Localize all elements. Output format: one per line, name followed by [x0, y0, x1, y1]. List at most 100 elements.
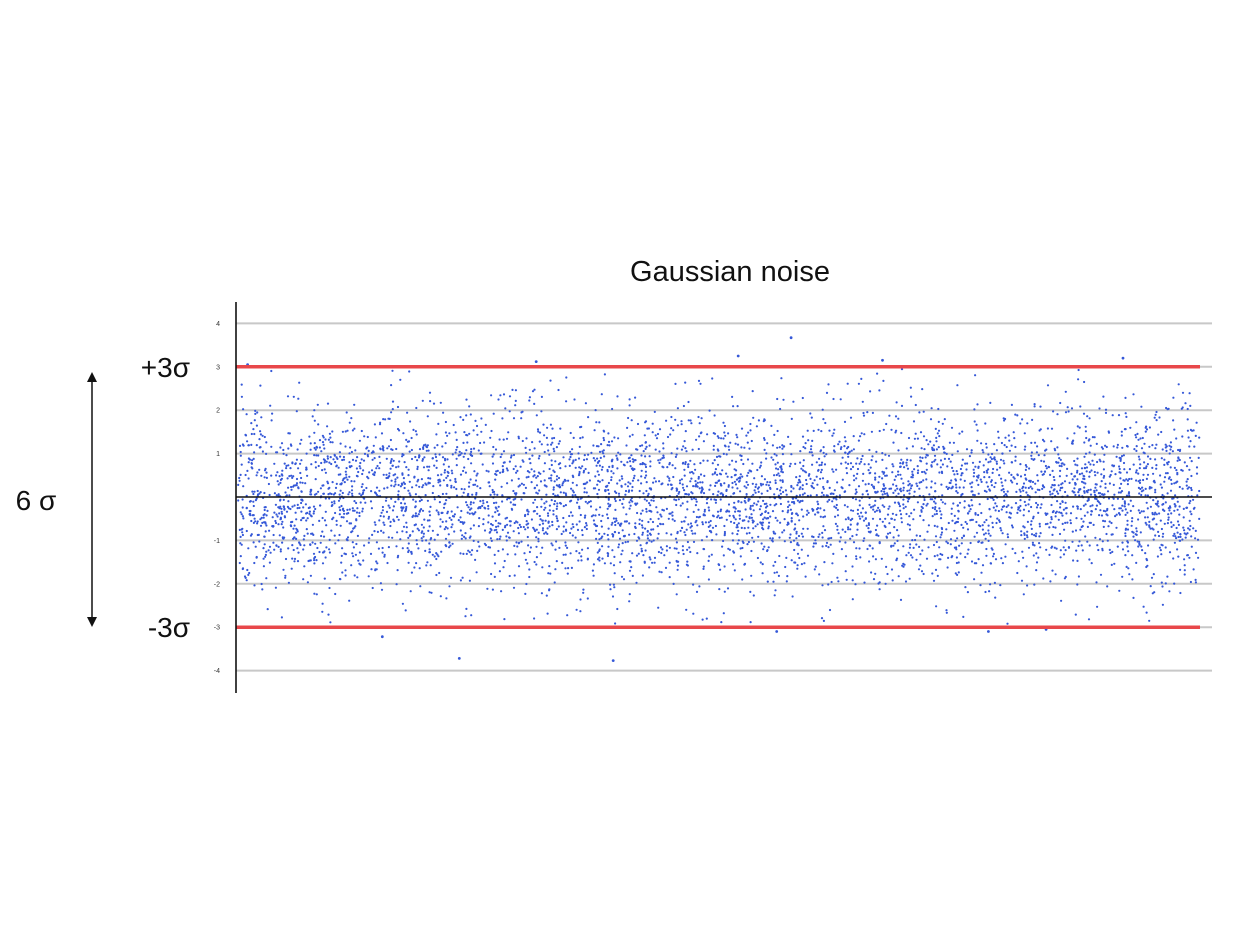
noise-point [619, 522, 623, 526]
noise-point [475, 491, 478, 495]
noise-point [690, 491, 693, 494]
noise-point [833, 489, 836, 492]
noise-point [239, 473, 242, 476]
noise-point [989, 456, 992, 459]
noise-point [397, 498, 400, 501]
noise-point [533, 470, 536, 473]
noise-point [291, 505, 294, 508]
noise-point [936, 525, 939, 528]
noise-point [1008, 449, 1012, 452]
noise-point [517, 435, 520, 438]
noise-point [1132, 463, 1135, 466]
noise-point [959, 478, 962, 481]
noise-point [990, 484, 994, 487]
noise-point [390, 497, 393, 500]
noise-point [672, 475, 675, 479]
noise-point [472, 483, 475, 486]
noise-point [937, 420, 940, 423]
noise-point [771, 537, 774, 540]
noise-point [345, 520, 349, 523]
noise-point [546, 532, 549, 536]
noise-point [956, 520, 960, 524]
noise-point [905, 447, 908, 450]
noise-point [989, 515, 992, 518]
noise-point [1020, 534, 1023, 537]
noise-point [1135, 561, 1138, 565]
noise-point [1163, 480, 1166, 483]
noise-point [287, 547, 290, 550]
noise-point [969, 541, 972, 545]
noise-point [261, 521, 264, 525]
noise-point [256, 522, 259, 525]
noise-point [902, 507, 905, 510]
noise-point [684, 533, 687, 537]
noise-point [525, 451, 528, 454]
noise-point [1146, 507, 1149, 510]
noise-point [897, 473, 900, 476]
noise-point [1173, 466, 1176, 469]
noise-point [443, 471, 446, 474]
noise-point [640, 524, 644, 527]
noise-point [449, 479, 452, 482]
noise-point [734, 518, 737, 521]
noise-point [555, 446, 559, 449]
noise-point [956, 537, 959, 540]
noise-point [293, 524, 296, 527]
noise-point [823, 463, 827, 466]
noise-point [782, 490, 785, 494]
noise-point [501, 528, 504, 532]
noise-point [407, 468, 410, 471]
noise-point [408, 480, 411, 483]
noise-point [282, 505, 286, 509]
noise-point [1154, 413, 1157, 416]
noise-point [590, 451, 593, 454]
noise-point [389, 520, 392, 524]
noise-point [1102, 395, 1105, 398]
noise-point [1019, 509, 1022, 512]
noise-point [600, 393, 603, 396]
noise-point [586, 558, 589, 561]
noise-point [741, 546, 744, 550]
noise-point [612, 564, 616, 567]
noise-point [722, 452, 725, 455]
noise-point [613, 572, 616, 575]
noise-point [1172, 557, 1175, 560]
noise-point [592, 519, 596, 522]
noise-point [1043, 440, 1046, 443]
noise-point [910, 484, 914, 487]
noise-point [686, 560, 689, 563]
noise-point [1057, 453, 1060, 456]
noise-point [789, 462, 792, 465]
noise-point [1042, 460, 1046, 463]
noise-point [840, 446, 843, 449]
noise-point [629, 465, 632, 468]
noise-point [285, 467, 288, 470]
noise-point [1089, 488, 1092, 491]
noise-point [1056, 413, 1059, 416]
noise-point [477, 506, 481, 509]
noise-point [1172, 396, 1175, 399]
noise-point [1024, 477, 1027, 480]
noise-point [1123, 428, 1126, 431]
noise-point [474, 479, 478, 482]
noise-point [871, 455, 874, 458]
noise-point [641, 519, 644, 522]
noise-point [410, 571, 413, 574]
noise-point [313, 562, 316, 565]
noise-point [709, 524, 712, 527]
noise-point [766, 481, 769, 484]
noise-point [256, 533, 259, 537]
noise-point [979, 525, 982, 528]
noise-point [835, 503, 838, 507]
noise-point [1091, 504, 1094, 507]
noise-point [1101, 540, 1104, 543]
noise-point [956, 450, 959, 453]
noise-point [1015, 482, 1019, 485]
noise-point [1091, 436, 1094, 439]
noise-point [422, 447, 425, 450]
noise-point [966, 462, 969, 465]
noise-point [784, 489, 788, 492]
noise-point [1066, 521, 1069, 524]
noise-point [985, 554, 988, 557]
noise-point [417, 529, 421, 532]
